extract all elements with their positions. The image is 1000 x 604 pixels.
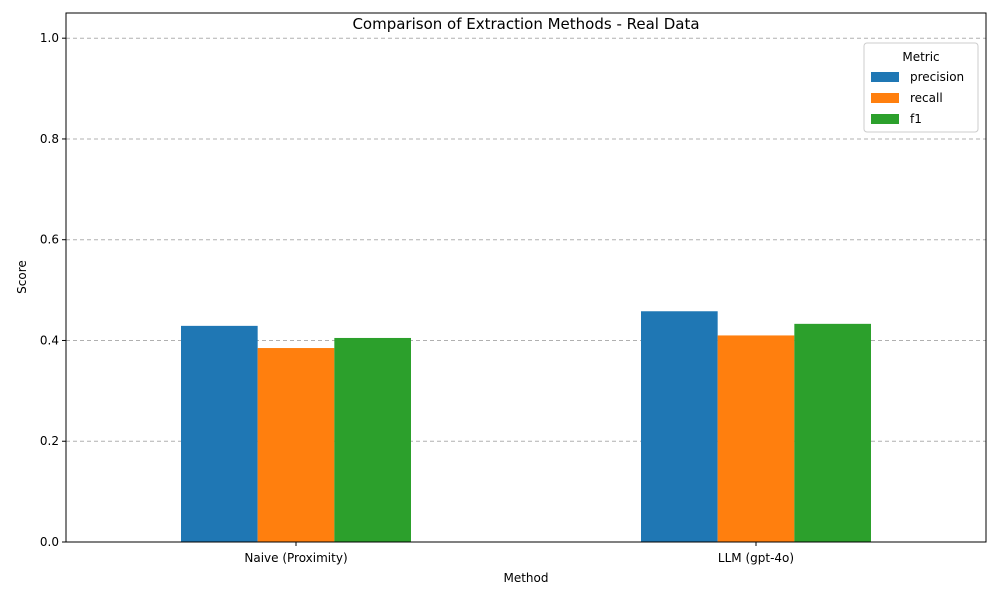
- x-axis-ticks: Naive (Proximity) LLM (gpt-4o): [244, 542, 794, 565]
- y-tick-label: 0.2: [40, 434, 59, 448]
- y-tick-label: 0.6: [40, 233, 59, 247]
- legend-label-precision: precision: [910, 70, 964, 84]
- x-tick-label: LLM (gpt-4o): [718, 551, 794, 565]
- bars: [181, 311, 871, 542]
- bar-recall: [257, 348, 335, 542]
- x-axis-label: Method: [503, 571, 548, 585]
- legend-label-recall: recall: [910, 91, 943, 105]
- bar-recall: [717, 335, 795, 542]
- legend-swatch-recall: [871, 93, 899, 103]
- legend-box: [863, 42, 979, 133]
- legend-label-f1: f1: [910, 112, 922, 126]
- bar-precision: [641, 311, 718, 542]
- plot-frame: [65, 12, 987, 543]
- y-tick-label: 0.0: [40, 535, 59, 549]
- y-tick-label: 0.4: [40, 333, 59, 347]
- x-tick-label: Naive (Proximity): [244, 551, 347, 565]
- legend-swatch-precision: [871, 72, 899, 82]
- bar-f1: [794, 323, 871, 542]
- legend: Metric precision recall f1: [863, 42, 979, 133]
- y-tick-label: 1.0: [40, 31, 59, 45]
- bar-f1: [334, 337, 411, 542]
- y-tick-label: 0.8: [40, 132, 59, 146]
- legend-swatch-f1: [871, 114, 899, 124]
- y-axis-ticks: 0.0 0.2 0.4 0.6 0.8 1.0: [40, 31, 66, 549]
- y-axis-label: Score: [15, 260, 29, 294]
- chart-title: Comparison of Extraction Methods - Real …: [352, 15, 699, 33]
- bar-precision: [181, 325, 258, 542]
- legend-title: Metric: [902, 50, 939, 64]
- legend-items: precision recall f1: [871, 70, 964, 126]
